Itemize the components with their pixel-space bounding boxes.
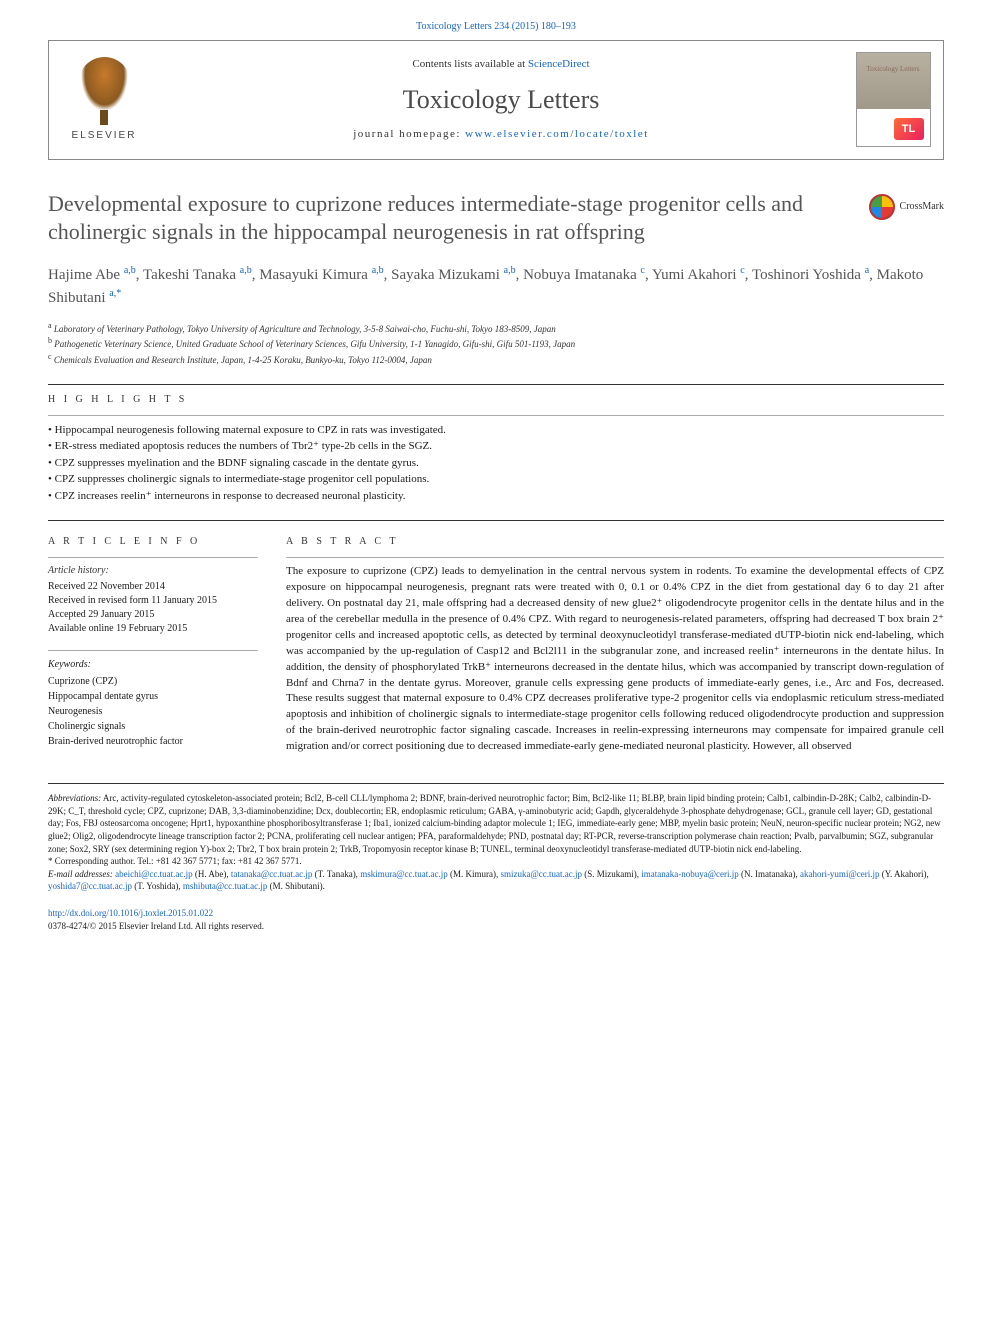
divider (48, 415, 944, 416)
affiliation-line: a Laboratory of Veterinary Pathology, To… (48, 320, 944, 336)
journal-center: Contents lists available at ScienceDirec… (159, 41, 843, 159)
affiliation-line: c Chemicals Evaluation and Research Inst… (48, 351, 944, 367)
elsevier-tree-icon (77, 57, 132, 117)
divider (48, 650, 258, 651)
article-info-label: A R T I C L E I N F O (48, 535, 258, 549)
corresponding-author: * Corresponding author. Tel.: +81 42 367… (48, 855, 944, 868)
emails-label: E-mail addresses: (48, 869, 115, 879)
email-who: (H. Abe), (193, 869, 231, 879)
sciencedirect-link[interactable]: ScienceDirect (528, 58, 590, 70)
email-link[interactable]: imatanaka-nobuya@ceri.jp (641, 869, 739, 879)
contents-text: Contents lists available at (412, 58, 527, 70)
journal-cover-thumb: Toxicology Letters TL (856, 52, 931, 147)
email-who: (N. Imatanaka), (739, 869, 800, 879)
email-link[interactable]: mskimura@cc.tuat.ac.jp (360, 869, 448, 879)
email-link[interactable]: tatanaka@cc.tuat.ac.jp (231, 869, 313, 879)
info-abstract-row: A R T I C L E I N F O Article history: R… (48, 535, 944, 755)
email-who: (M. Shibutani). (267, 881, 325, 891)
article-history: Article history: Received 22 November 20… (48, 564, 258, 636)
keyword-item: Cuprizone (CPZ) (48, 674, 258, 689)
email-who: (M. Kimura), (448, 869, 501, 879)
history-line: Accepted 29 January 2015 (48, 608, 258, 622)
footer-block: Abbreviations: Arc, activity-regulated c… (48, 783, 944, 893)
divider (48, 557, 258, 558)
doi-link[interactable]: http://dx.doi.org/10.1016/j.toxlet.2015.… (48, 908, 213, 918)
journal-title: Toxicology Letters (403, 82, 600, 117)
abbreviations: Abbreviations: Arc, activity-regulated c… (48, 792, 944, 855)
history-heading: Article history: (48, 564, 258, 578)
authors-line: Hajime Abe a,b, Takeshi Tanaka a,b, Masa… (48, 263, 944, 310)
journal-masthead: ELSEVIER Contents lists available at Sci… (48, 40, 944, 160)
publisher-name: ELSEVIER (72, 129, 137, 143)
homepage-link[interactable]: www.elsevier.com/locate/toxlet (465, 128, 649, 140)
article-title-text: Developmental exposure to cuprizone redu… (48, 191, 803, 245)
crossmark-widget[interactable]: CrossMark (869, 194, 944, 220)
email-link[interactable]: smizuka@cc.tuat.ac.jp (500, 869, 582, 879)
highlights-list: Hippocampal neurogenesis following mater… (48, 422, 944, 505)
highlight-item: Hippocampal neurogenesis following mater… (48, 422, 944, 439)
history-line: Received in revised form 11 January 2015 (48, 594, 258, 608)
keywords-block: Keywords: Cuprizone (CPZ)Hippocampal den… (48, 657, 258, 749)
affiliations-block: a Laboratory of Veterinary Pathology, To… (48, 320, 944, 367)
abstract-text: The exposure to cuprizone (CPZ) leads to… (286, 564, 944, 755)
highlights-label: H I G H L I G H T S (48, 393, 944, 407)
keyword-item: Cholinergic signals (48, 719, 258, 734)
email-link[interactable]: mshibuta@cc.tuat.ac.jp (183, 881, 268, 891)
affiliation-line: b Pathogenetic Veterinary Science, Unite… (48, 335, 944, 351)
article-info-col: A R T I C L E I N F O Article history: R… (48, 535, 258, 755)
homepage-line: journal homepage: www.elsevier.com/locat… (353, 127, 649, 142)
article-title: Developmental exposure to cuprizone redu… (48, 190, 944, 247)
homepage-label: journal homepage: (353, 128, 465, 140)
keyword-item: Neurogenesis (48, 704, 258, 719)
divider (48, 384, 944, 385)
highlight-item: CPZ suppresses myelination and the BDNF … (48, 455, 944, 472)
email-link[interactable]: akahori-yumi@ceri.jp (800, 869, 880, 879)
email-addresses: E-mail addresses: abeichi@cc.tuat.ac.jp … (48, 868, 944, 893)
abbrev-text: Arc, activity-regulated cytoskeleton-ass… (48, 793, 941, 853)
crossmark-icon (869, 194, 895, 220)
email-who: (S. Mizukami), (582, 869, 641, 879)
divider (286, 557, 944, 558)
publisher-logo-area: ELSEVIER (49, 41, 159, 159)
email-link[interactable]: abeichi@cc.tuat.ac.jp (115, 869, 193, 879)
email-who: (T. Tanaka), (312, 869, 360, 879)
abstract-label: A B S T R A C T (286, 535, 944, 549)
contents-line: Contents lists available at ScienceDirec… (412, 57, 589, 72)
keyword-item: Hippocampal dentate gyrus (48, 689, 258, 704)
footer-bottom: http://dx.doi.org/10.1016/j.toxlet.2015.… (48, 907, 944, 932)
highlight-item: ER-stress mediated apoptosis reduces the… (48, 438, 944, 455)
history-line: Available online 19 February 2015 (48, 622, 258, 636)
citation-header: Toxicology Letters 234 (2015) 180–193 (48, 20, 944, 34)
keyword-item: Brain-derived neurotrophic factor (48, 734, 258, 749)
crossmark-label: CrossMark (900, 200, 944, 213)
cover-title-text: Toxicology Letters (857, 65, 930, 74)
elsevier-logo: ELSEVIER (64, 55, 144, 145)
tl-badge-icon: TL (894, 118, 924, 140)
highlight-item: CPZ suppresses cholinergic signals to in… (48, 471, 944, 488)
journal-cover-area: Toxicology Letters TL (843, 41, 943, 159)
issn-copyright: 0378-4274/© 2015 Elsevier Ireland Ltd. A… (48, 921, 264, 931)
email-who: (Y. Akahori), (879, 869, 928, 879)
keywords-heading: Keywords: (48, 657, 258, 672)
email-who: (T. Yoshida), (132, 881, 183, 891)
divider (48, 520, 944, 521)
abbrev-label: Abbreviations: (48, 793, 101, 803)
history-line: Received 22 November 2014 (48, 580, 258, 594)
citation-link[interactable]: Toxicology Letters 234 (2015) 180–193 (416, 21, 576, 32)
highlight-item: CPZ increases reelin⁺ interneurons in re… (48, 488, 944, 505)
email-link[interactable]: yoshida7@cc.tuat.ac.jp (48, 881, 132, 891)
abstract-col: A B S T R A C T The exposure to cuprizon… (286, 535, 944, 755)
